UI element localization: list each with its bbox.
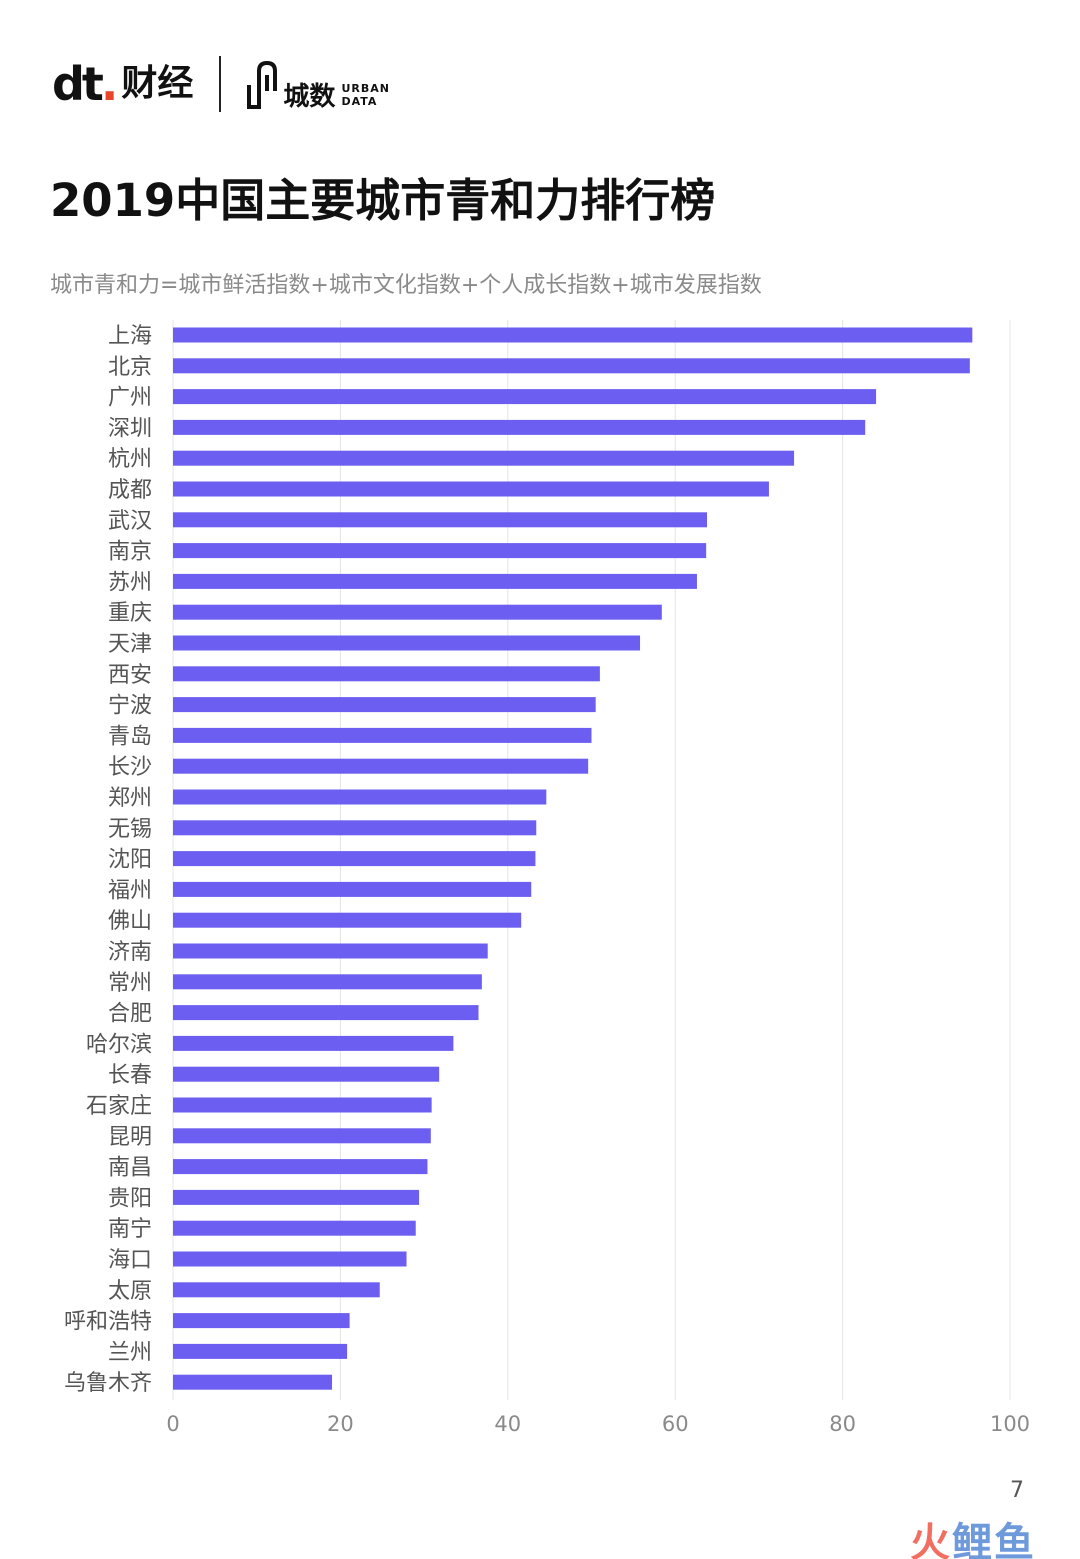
category-label: 广州 bbox=[108, 386, 152, 411]
category-label: 福州 bbox=[108, 878, 152, 903]
bar bbox=[173, 419, 866, 435]
category-label: 常州 bbox=[108, 971, 152, 996]
bar bbox=[173, 481, 769, 497]
category-label: 佛山 bbox=[108, 909, 152, 934]
bar bbox=[173, 389, 877, 405]
category-label: 北京 bbox=[108, 355, 152, 380]
bar bbox=[173, 820, 537, 836]
x-tick-label: 0 bbox=[166, 1412, 179, 1436]
x-tick-label: 40 bbox=[494, 1412, 521, 1436]
category-label: 天津 bbox=[108, 632, 152, 657]
bar bbox=[173, 327, 973, 343]
bar bbox=[173, 666, 600, 682]
category-label: 成都 bbox=[108, 478, 152, 503]
bar bbox=[173, 789, 547, 805]
category-label: 西安 bbox=[108, 663, 152, 688]
category-label: 南宁 bbox=[108, 1217, 152, 1242]
brand-divider bbox=[219, 56, 222, 112]
category-label: 杭州 bbox=[108, 447, 152, 472]
category-label: 武汉 bbox=[108, 509, 152, 534]
bar bbox=[173, 1005, 479, 1021]
urban-data-logo-icon bbox=[247, 60, 278, 109]
category-label: 济南 bbox=[108, 940, 152, 965]
bar bbox=[173, 1097, 432, 1113]
brand-header: dt. 财经 城数 URBAN DATA bbox=[52, 54, 390, 114]
bar bbox=[173, 727, 592, 743]
category-label: 无锡 bbox=[108, 817, 152, 842]
x-tick-label: 100 bbox=[990, 1412, 1030, 1436]
bar bbox=[173, 573, 697, 589]
bar bbox=[173, 697, 596, 713]
bar bbox=[173, 543, 707, 559]
chart-title: 2019中国主要城市青和力排行榜 bbox=[50, 174, 716, 227]
watermark-char-3: 鱼 bbox=[994, 1520, 1036, 1559]
bar bbox=[173, 1066, 440, 1082]
page-number: 7 bbox=[1010, 1478, 1024, 1503]
category-label: 呼和浩特 bbox=[64, 1310, 152, 1335]
watermark: 火鲤鱼 bbox=[910, 1510, 1036, 1559]
bar bbox=[173, 1251, 407, 1267]
bar bbox=[173, 1189, 420, 1205]
bar bbox=[173, 1220, 416, 1236]
bar bbox=[173, 1374, 333, 1390]
bar bbox=[173, 943, 488, 959]
category-label: 青岛 bbox=[108, 724, 152, 749]
category-label: 海口 bbox=[108, 1248, 152, 1273]
bar bbox=[173, 881, 532, 897]
bar bbox=[173, 851, 536, 867]
urban-data-name: 城数 bbox=[283, 81, 336, 112]
bar bbox=[173, 358, 970, 374]
urban-data-en-line-2: DATA bbox=[341, 95, 378, 108]
bar bbox=[173, 450, 795, 466]
bar bbox=[173, 1159, 428, 1175]
x-tick-label: 20 bbox=[327, 1412, 354, 1436]
x-tick-label: 80 bbox=[829, 1412, 856, 1436]
category-label: 贵阳 bbox=[108, 1186, 152, 1211]
bar bbox=[173, 635, 641, 651]
chart-subtitle: 城市青和力=城市鲜活指数+城市文化指数+个人成长指数+城市发展指数 bbox=[50, 273, 762, 298]
category-label: 沈阳 bbox=[108, 848, 152, 873]
category-label: 南昌 bbox=[108, 1156, 152, 1181]
watermark-char-2: 鲤 bbox=[952, 1520, 994, 1559]
category-label: 长沙 bbox=[108, 755, 152, 780]
urban-data-en-line-1: URBAN bbox=[341, 82, 390, 95]
category-label: 兰州 bbox=[108, 1340, 152, 1365]
urban-data-english: URBAN DATA bbox=[341, 82, 390, 108]
category-label: 合肥 bbox=[108, 1002, 152, 1027]
bar bbox=[173, 1313, 350, 1329]
bar bbox=[173, 512, 708, 528]
bar bbox=[173, 1343, 348, 1359]
category-label: 上海 bbox=[108, 324, 152, 349]
category-label: 石家庄 bbox=[86, 1094, 152, 1119]
category-label: 重庆 bbox=[108, 601, 152, 626]
category-label: 郑州 bbox=[108, 786, 152, 811]
bar bbox=[173, 912, 522, 928]
dt-logo: dt. bbox=[52, 57, 119, 111]
dt-brand-name: 财经 bbox=[121, 63, 194, 104]
bar bbox=[173, 1128, 431, 1144]
category-label: 乌鲁木齐 bbox=[64, 1371, 152, 1396]
bar bbox=[173, 974, 482, 990]
watermark-char-1: 火 bbox=[910, 1520, 952, 1559]
bar bbox=[173, 758, 589, 774]
x-tick-label: 60 bbox=[662, 1412, 689, 1436]
category-label: 哈尔滨 bbox=[86, 1032, 152, 1057]
bar bbox=[173, 604, 662, 620]
category-label: 昆明 bbox=[108, 1125, 152, 1150]
category-label: 南京 bbox=[108, 540, 152, 565]
bar bbox=[173, 1035, 454, 1051]
category-label: 太原 bbox=[108, 1279, 152, 1304]
category-label: 长春 bbox=[108, 1063, 152, 1088]
bar bbox=[173, 1282, 380, 1298]
category-label: 宁波 bbox=[108, 694, 152, 719]
category-label: 苏州 bbox=[108, 570, 152, 595]
category-label: 深圳 bbox=[108, 416, 152, 441]
